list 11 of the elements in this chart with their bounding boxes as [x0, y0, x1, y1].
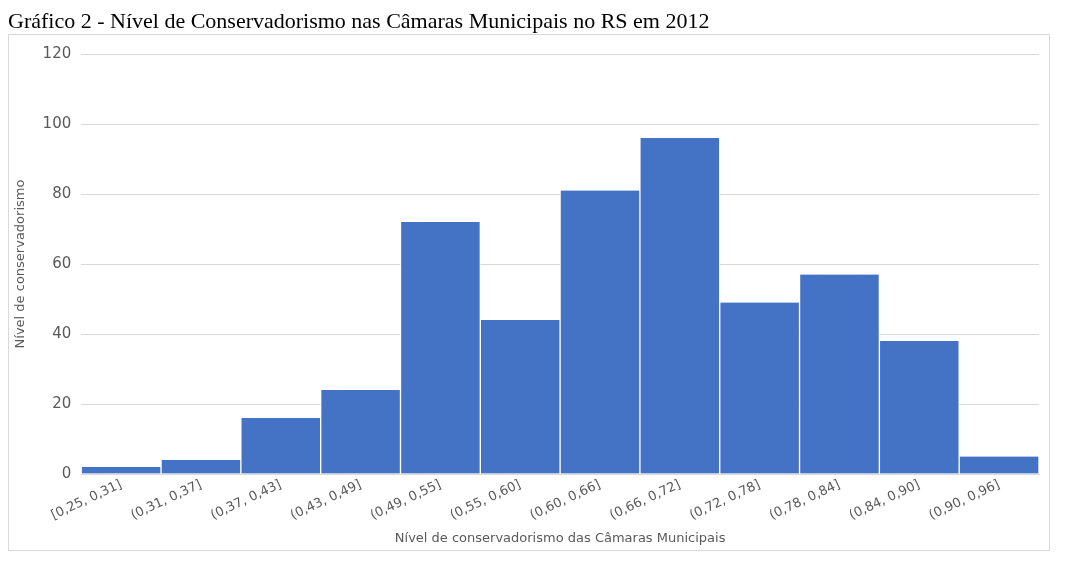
y-tick-label: 0 [61, 463, 72, 482]
y-tick-label: 80 [52, 183, 72, 202]
y-tick-label: 40 [52, 323, 72, 342]
chart-title: Gráfico 2 - Nível de Conservadorismo nas Câmaras Municipais no RS em 2012 [8, 8, 711, 34]
x-tick-label: (0,31, 0,37] [128, 476, 204, 523]
y-tick-label: 60 [52, 253, 72, 272]
x-axis-title: Nível de conservadorismo das Câmaras Municipais [394, 529, 726, 545]
y-tick-label: 100 [42, 113, 72, 132]
y-axis-title: Nível de conservadorismo [12, 179, 28, 349]
y-tick-label: 20 [52, 393, 72, 412]
y-tick-label: 120 [42, 43, 72, 62]
